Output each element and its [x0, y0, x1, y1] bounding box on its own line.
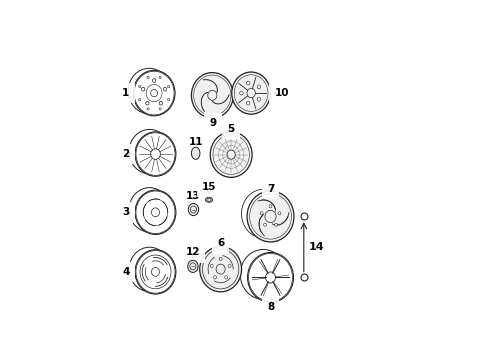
- Ellipse shape: [257, 85, 261, 89]
- Ellipse shape: [228, 264, 231, 267]
- Ellipse shape: [247, 191, 294, 242]
- Ellipse shape: [192, 147, 200, 159]
- Text: 15: 15: [202, 181, 216, 194]
- Text: 10: 10: [274, 88, 289, 98]
- Ellipse shape: [232, 72, 270, 114]
- Ellipse shape: [188, 260, 198, 273]
- Text: 8: 8: [267, 302, 274, 312]
- Ellipse shape: [240, 91, 243, 95]
- Text: 9: 9: [209, 118, 217, 128]
- Ellipse shape: [168, 85, 170, 88]
- Ellipse shape: [210, 264, 213, 267]
- Ellipse shape: [278, 212, 281, 215]
- Text: 6: 6: [217, 238, 224, 248]
- Ellipse shape: [159, 102, 163, 105]
- Ellipse shape: [142, 87, 145, 91]
- Text: 13: 13: [186, 191, 201, 201]
- Ellipse shape: [168, 99, 170, 101]
- Ellipse shape: [200, 246, 242, 292]
- Ellipse shape: [159, 108, 161, 110]
- Ellipse shape: [139, 99, 141, 101]
- Text: 5: 5: [227, 124, 235, 134]
- Ellipse shape: [139, 85, 141, 88]
- Ellipse shape: [257, 98, 261, 101]
- Ellipse shape: [246, 101, 250, 105]
- Ellipse shape: [135, 250, 176, 294]
- Text: 4: 4: [122, 267, 131, 277]
- Ellipse shape: [146, 102, 149, 105]
- Ellipse shape: [219, 257, 222, 261]
- Text: 7: 7: [267, 184, 274, 194]
- Ellipse shape: [163, 87, 167, 91]
- Ellipse shape: [147, 108, 149, 110]
- Text: 11: 11: [189, 136, 203, 147]
- Text: 14: 14: [309, 242, 324, 252]
- Ellipse shape: [133, 70, 175, 116]
- Ellipse shape: [159, 76, 161, 78]
- Ellipse shape: [247, 252, 294, 302]
- Ellipse shape: [269, 205, 272, 208]
- Ellipse shape: [205, 197, 213, 202]
- Ellipse shape: [246, 81, 250, 85]
- Ellipse shape: [192, 73, 233, 118]
- Text: 3: 3: [122, 207, 131, 217]
- Ellipse shape: [152, 79, 156, 82]
- Ellipse shape: [264, 223, 267, 226]
- Text: 1: 1: [122, 88, 129, 98]
- Text: 2: 2: [122, 149, 131, 159]
- Ellipse shape: [260, 212, 263, 215]
- Ellipse shape: [210, 132, 252, 177]
- Ellipse shape: [135, 132, 176, 176]
- Ellipse shape: [147, 76, 149, 78]
- Ellipse shape: [188, 203, 198, 216]
- Text: 12: 12: [186, 247, 200, 257]
- Ellipse shape: [274, 223, 277, 226]
- Ellipse shape: [214, 276, 217, 279]
- Ellipse shape: [225, 276, 228, 279]
- Ellipse shape: [135, 190, 176, 234]
